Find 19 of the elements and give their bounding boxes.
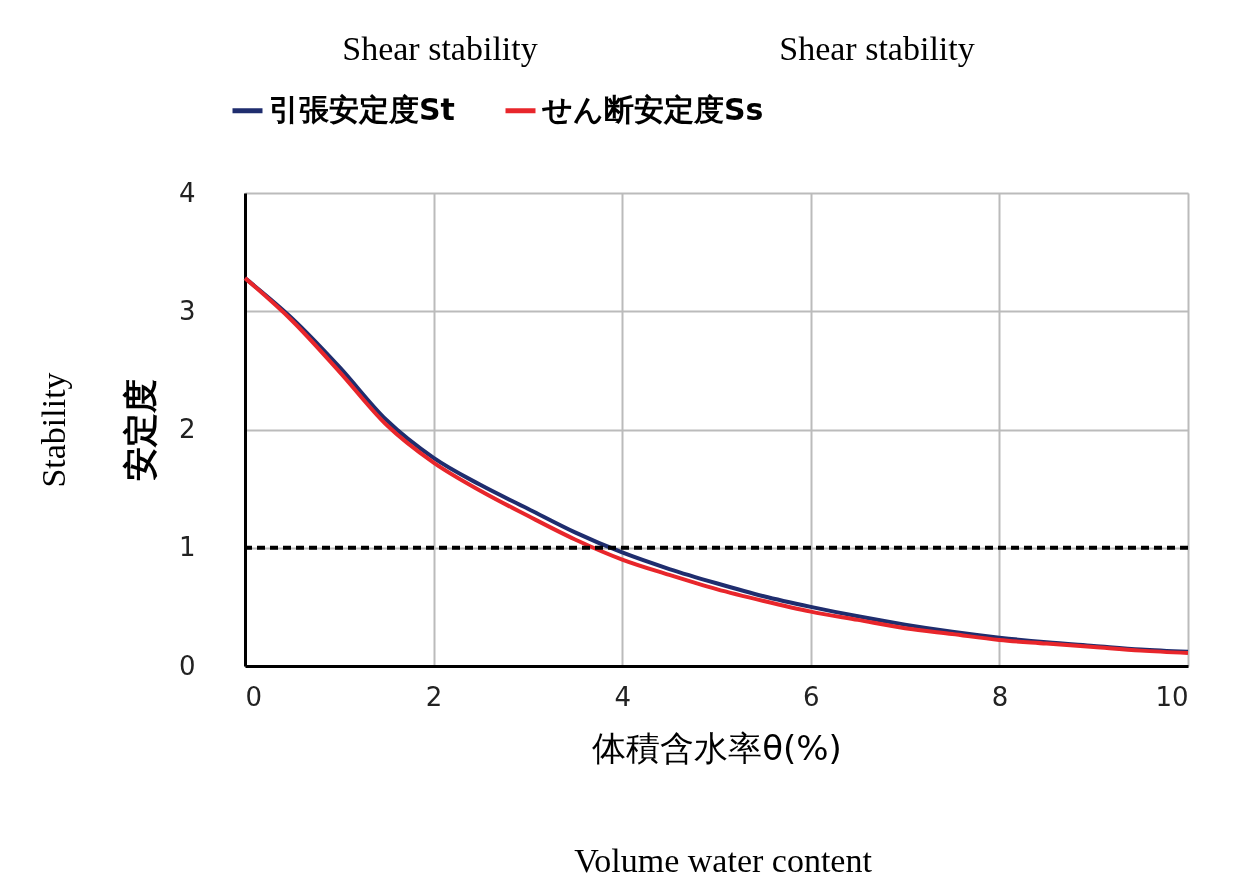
- x-tick-label: 2: [425, 681, 443, 712]
- legend-label: 引張安定度St: [269, 91, 455, 127]
- x-tick-label: 10: [1155, 681, 1189, 712]
- y-tick-label: 2: [178, 414, 196, 444]
- x-axis-title: 体積含水率θ(%): [592, 727, 842, 768]
- y-tick-label: 4: [178, 177, 196, 208]
- y-tick-label: 1: [178, 532, 196, 563]
- x-tick-label: 4: [614, 681, 631, 712]
- x-tick-label: 8: [991, 681, 1009, 712]
- text: Shear stability: [342, 30, 538, 67]
- text: Volume water content: [574, 842, 873, 879]
- x-tick-label: 0: [245, 681, 263, 712]
- legend-label: せん断安定度Ss: [541, 91, 764, 127]
- y-tick-label: 0: [178, 650, 196, 681]
- text: Shear stability: [779, 30, 975, 67]
- y-axis-title: 安定度: [119, 379, 160, 481]
- y-tick-label: 3: [178, 295, 196, 326]
- text: Stability: [35, 372, 72, 488]
- x-tick-label: 6: [803, 681, 820, 712]
